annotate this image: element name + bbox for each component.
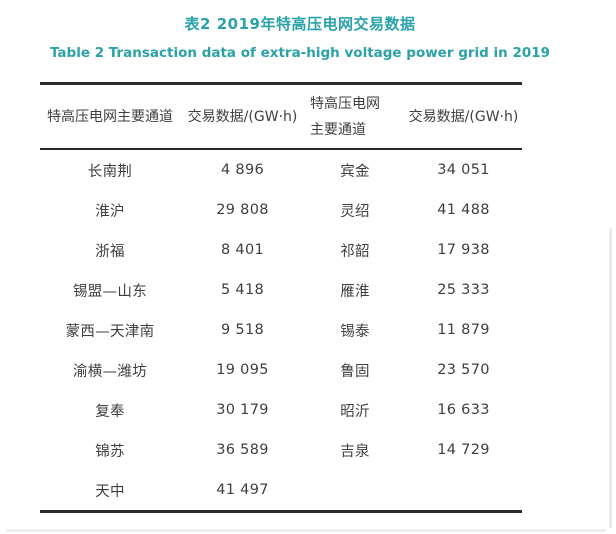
value-cell: 17 938 [437, 242, 490, 258]
value-cell: 41 497 [216, 482, 269, 498]
value-cell: 19 095 [216, 362, 269, 378]
channel-cell: 宾金 [340, 163, 370, 180]
value-cell: 11 879 [437, 322, 490, 338]
value-cell: 29 808 [216, 202, 269, 218]
channel-cell [305, 470, 405, 512]
header-data-right: 交易数据/(GW·h) [408, 108, 519, 125]
table-header-row: 特高压电网主要通道 交易数据/(GW·h) 特高压电网主要通道 交易数据/(GW… [40, 84, 522, 150]
table-row: 锦苏 36 589 吉泉 14 729 [40, 430, 522, 470]
table-row: 锡盟—山东 5 418 雁淮 25 333 [40, 270, 522, 310]
table-row: 浙福 8 401 祁韶 17 938 [40, 230, 522, 270]
channel-cell: 浙福 [95, 243, 125, 260]
table-body: 长南荆 4 896 宾金 34 051 淮沪 29 808 灵绍 41 488 浙福 8 401 祁… [40, 149, 522, 512]
channel-cell: 鲁固 [340, 363, 370, 380]
value-cell: 23 570 [437, 362, 490, 378]
table-row: 复奉 30 179 昭沂 16 633 [40, 390, 522, 430]
value-cell: 16 633 [437, 402, 490, 418]
table-row: 蒙西—天津南 9 518 锡泰 11 879 [40, 310, 522, 350]
table-caption-en: Table 2 Transaction data of extra-high v… [49, 45, 551, 61]
table-caption-zh: 表2 2019年特高压电网交易数据 [184, 15, 416, 33]
table-row: 长南荆 4 896 宾金 34 051 [40, 149, 522, 190]
table-row: 渝横—潍坊 19 095 鲁固 23 570 [40, 350, 522, 390]
value-cell: 25 333 [437, 282, 490, 298]
channel-cell: 吉泉 [340, 443, 370, 460]
header-channel-right-label: 特高压电网主要通道 [310, 95, 380, 138]
channel-cell: 灵绍 [340, 203, 370, 220]
channel-cell: 渝横—潍坊 [73, 363, 147, 380]
channel-cell: 长南荆 [87, 163, 133, 180]
value-cell: 41 488 [437, 202, 490, 218]
value-cell: 14 729 [437, 442, 490, 458]
transaction-data-table: 特高压电网主要通道 交易数据/(GW·h) 特高压电网主要通道 交易数据/(GW… [40, 82, 522, 513]
value-cell: 34 051 [437, 162, 490, 178]
channel-cell: 锡泰 [340, 323, 370, 340]
channel-cell: 祁韶 [340, 243, 370, 260]
channel-cell: 淮沪 [95, 203, 125, 220]
value-cell: 30 179 [216, 402, 269, 418]
channel-cell: 昭沂 [340, 403, 370, 420]
header-channel-left: 特高压电网主要通道 [47, 108, 173, 125]
channel-cell: 雁淮 [340, 283, 370, 300]
value-cell: 36 589 [216, 442, 269, 458]
channel-cell: 锦苏 [95, 443, 125, 460]
table-caption: 表2 2019年特高压电网交易数据 Table 2 Transaction da… [0, 0, 600, 63]
value-cell: 5 418 [220, 282, 264, 298]
scan-artifact-bottom [6, 529, 606, 532]
channel-cell: 天中 [95, 483, 125, 500]
channel-cell: 复奉 [95, 403, 125, 420]
scan-artifact-right [609, 228, 612, 528]
table-header: 特高压电网主要通道 交易数据/(GW·h) 特高压电网主要通道 交易数据/(GW… [40, 84, 522, 150]
channel-cell: 蒙西—天津南 [65, 323, 155, 340]
value-cell [405, 470, 522, 512]
channel-cell: 锡盟—山东 [73, 283, 147, 300]
value-cell: 4 896 [220, 162, 264, 178]
table-row: 天中 41 497 [40, 470, 522, 512]
value-cell: 9 518 [220, 322, 264, 338]
header-data-left: 交易数据/(GW·h) [187, 108, 298, 125]
value-cell: 8 401 [220, 242, 264, 258]
table-row: 淮沪 29 808 灵绍 41 488 [40, 190, 522, 230]
header-channel-right: 特高压电网主要通道 [305, 84, 405, 150]
